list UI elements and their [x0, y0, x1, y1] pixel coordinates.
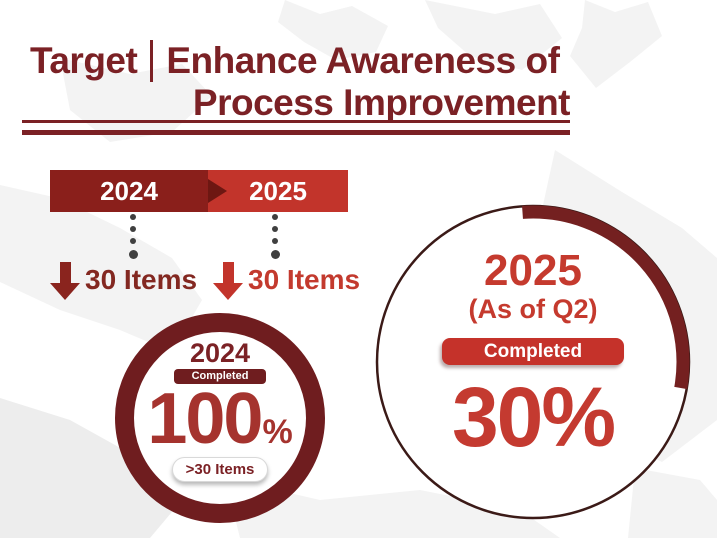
gauge-2025: 2025 (As of Q2) Completed 30% [373, 202, 693, 522]
gauge-2025-value: 30% [451, 370, 616, 465]
timeline-bar: 2024 2025 [50, 170, 348, 212]
gauge-2025-subtitle: (As of Q2) [468, 294, 598, 325]
title-rule-thick [22, 130, 570, 135]
gauge-2024-value: 100 [147, 379, 263, 459]
gauge-2024-year: 2024 [189, 338, 251, 368]
items-count-2024: 30 Items [85, 264, 198, 295]
gauge-2024-value-row: 100 % [147, 379, 293, 459]
title-text-line1: Enhance Awareness of [166, 40, 560, 81]
items-row-2024: 30 Items [50, 262, 197, 300]
timeline-2025-label: 2025 [249, 175, 307, 206]
items-count-2025: 30 Items [248, 264, 361, 295]
down-arrow-icon [213, 262, 243, 300]
timeline-segment-2024: 2024 [50, 170, 208, 212]
gauge-2024: 2024 Completed 100 % >30 Items [115, 313, 325, 523]
gauge-2024-note-pill: >30 Items [171, 457, 269, 483]
slide-title-line1: Target Enhance Awareness of [30, 40, 560, 82]
gauge-2025-content: 2025 (As of Q2) Completed 30% [373, 202, 693, 522]
title-rule-thin [22, 120, 570, 123]
gauge-2025-year: 2025 [484, 246, 582, 295]
timeline-2024-label: 2024 [100, 175, 158, 206]
slide-title-line2: Process Improvement [192, 82, 571, 123]
gauge-2025-completed-badge: Completed [441, 338, 625, 366]
timeline-segment-2025: 2025 [208, 170, 348, 212]
dotted-connector-right [270, 214, 280, 259]
chevron-right-icon [208, 179, 227, 203]
title-prefix: Target [30, 40, 138, 81]
items-row-2025: 30 Items [213, 262, 360, 300]
gauge-2024-completed-badge: Completed [173, 369, 267, 384]
title-divider [150, 40, 154, 82]
dotted-connector-left [128, 214, 138, 259]
gauge-2024-unit: % [262, 413, 293, 452]
gauge-2025-progress-arc [522, 205, 690, 390]
down-arrow-icon [50, 262, 80, 300]
